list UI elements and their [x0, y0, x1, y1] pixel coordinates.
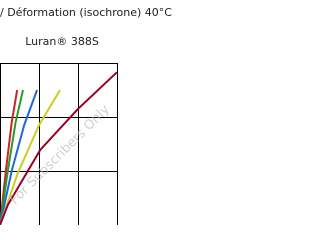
chart: / Déformation (isochrone) 40°C Luran® 38…	[0, 6, 172, 225]
plot-area	[0, 63, 118, 225]
chart-title: / Déformation (isochrone) 40°C	[0, 6, 172, 19]
series-line	[0, 89, 24, 225]
series-line	[0, 71, 118, 225]
series-line	[0, 89, 38, 225]
series-line	[0, 89, 61, 225]
chart-subtitle: Luran® 388S	[25, 35, 99, 48]
